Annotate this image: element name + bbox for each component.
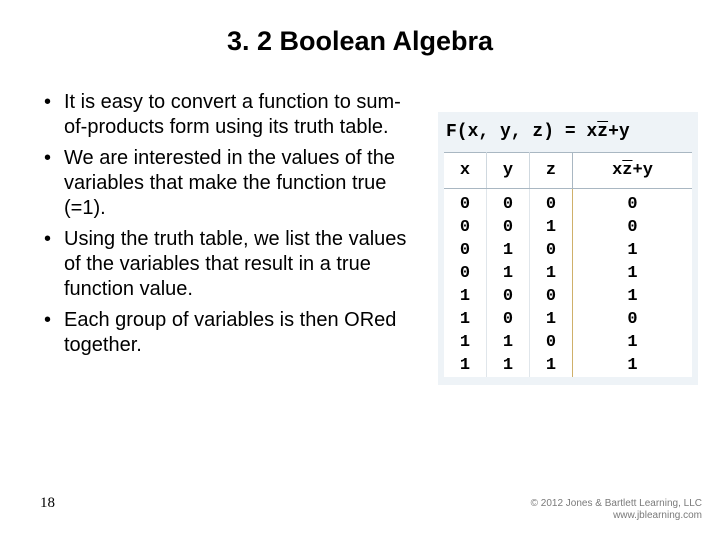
cell: 0: [487, 308, 530, 331]
cell: 1: [487, 262, 530, 285]
expr-x: x: [586, 122, 597, 142]
bullet-item: Using the truth table, we list the value…: [40, 227, 420, 302]
cell: 0: [530, 331, 573, 354]
cell: 0: [444, 262, 487, 285]
cell: 0: [530, 285, 573, 308]
out-plus-y: +y: [633, 161, 653, 180]
cell: 1: [530, 216, 573, 239]
table-row: 1 1 1 1: [444, 354, 692, 377]
out-x: x: [612, 161, 622, 180]
cell: 1: [530, 262, 573, 285]
body-text: It is easy to convert a function to sum-…: [40, 90, 420, 364]
copyright-line2: www.jblearning.com: [531, 510, 702, 522]
table-row: 1 1 0 1: [444, 331, 692, 354]
col-header-x: x: [444, 153, 487, 189]
col-header-z: z: [530, 153, 573, 189]
col-header-output: xz+y: [573, 153, 693, 189]
table-row: 0 1 0 1: [444, 239, 692, 262]
cell: 0: [487, 285, 530, 308]
cell: 0: [487, 189, 530, 217]
page-number: 18: [40, 495, 55, 512]
cell: 1: [444, 308, 487, 331]
cell: 1: [573, 354, 693, 377]
cell: 0: [530, 239, 573, 262]
table-row: 0 0 1 0: [444, 216, 692, 239]
slide-title: 3. 2 Boolean Algebra: [0, 26, 720, 57]
table-row: 0 0 0 0: [444, 189, 692, 217]
copyright: © 2012 Jones & Bartlett Learning, LLC ww…: [531, 498, 702, 522]
cell: 1: [444, 285, 487, 308]
cell: 0: [573, 308, 693, 331]
bullet-item: Each group of variables is then ORed tog…: [40, 308, 420, 358]
cell: 1: [444, 354, 487, 377]
cell: 0: [573, 189, 693, 217]
copyright-line1: © 2012 Jones & Bartlett Learning, LLC: [531, 498, 702, 510]
cell: 1: [487, 331, 530, 354]
bullet-item: It is easy to convert a function to sum-…: [40, 90, 420, 140]
table-row: 1 0 1 0: [444, 308, 692, 331]
function-prefix: F(x, y, z) =: [446, 122, 586, 142]
cell: 1: [573, 239, 693, 262]
col-header-y: y: [487, 153, 530, 189]
cell: 1: [530, 354, 573, 377]
cell: 0: [487, 216, 530, 239]
cell: 0: [530, 189, 573, 217]
expr-plus-y: +y: [608, 122, 630, 142]
cell: 0: [444, 216, 487, 239]
truth-table: x y z xz+y 0 0 0 0 0 0 1: [444, 152, 692, 377]
cell: 1: [573, 262, 693, 285]
cell: 1: [444, 331, 487, 354]
cell: 1: [487, 354, 530, 377]
table-row: 1 0 0 1: [444, 285, 692, 308]
function-expression: F(x, y, z) = xz+y: [444, 118, 692, 152]
cell: 1: [530, 308, 573, 331]
cell: 1: [573, 285, 693, 308]
out-zbar: z: [622, 161, 632, 180]
table-header-row: x y z xz+y: [444, 153, 692, 189]
cell: 1: [573, 331, 693, 354]
bullet-list: It is easy to convert a function to sum-…: [40, 90, 420, 358]
cell: 0: [444, 189, 487, 217]
cell: 1: [487, 239, 530, 262]
slide: 3. 2 Boolean Algebra It is easy to conve…: [0, 0, 720, 540]
truth-table-figure: F(x, y, z) = xz+y x y z xz+y 0 0 0 0: [438, 112, 698, 385]
expr-zbar: z: [597, 122, 608, 142]
bullet-item: We are interested in the values of the v…: [40, 146, 420, 221]
table-row: 0 1 1 1: [444, 262, 692, 285]
cell: 0: [444, 239, 487, 262]
cell: 0: [573, 216, 693, 239]
